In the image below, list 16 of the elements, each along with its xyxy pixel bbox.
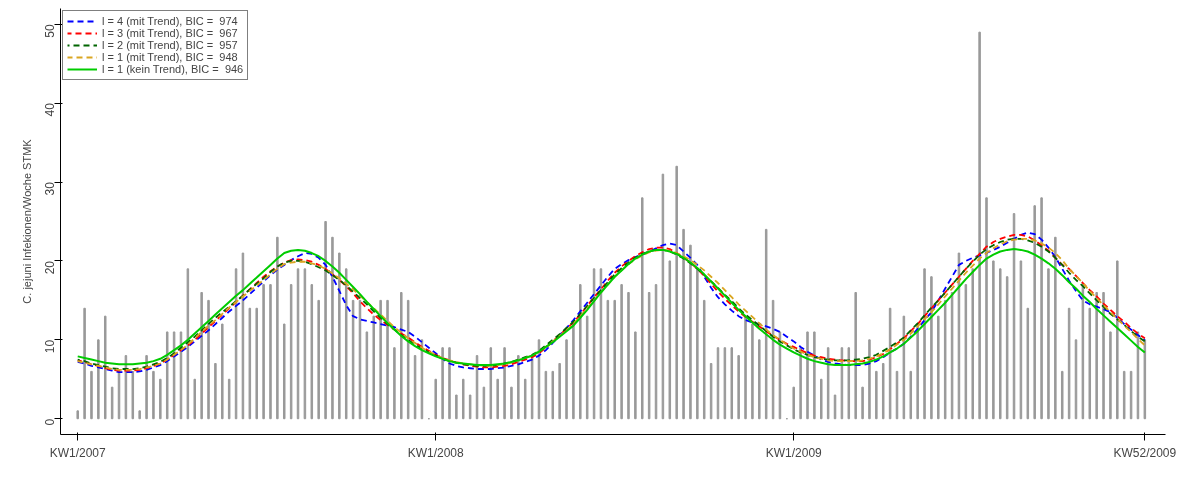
legend-label: l = 4 (mit Trend), BIC = 974 <box>102 15 238 27</box>
y-tick-label: 40 <box>43 102 57 117</box>
y-tick-label: 10 <box>43 339 57 354</box>
x-tick-label: KW1/2009 <box>765 445 823 460</box>
y-tick-label: 50 <box>43 23 57 38</box>
y-tick-label: 0 <box>43 418 57 426</box>
y-tick-label: 20 <box>43 260 57 275</box>
y-tick-label: 30 <box>43 181 57 196</box>
legend-label: l = 2 (mit Trend), BIC = 957 <box>102 39 238 51</box>
y-axis-title: C. jejuni Infekionen/Woche STMK <box>20 138 33 304</box>
x-tick-label: KW52/2009 <box>1113 445 1177 460</box>
x-tick-label: KW1/2007 <box>49 445 107 460</box>
legend-label: l = 3 (mit Trend), BIC = 967 <box>102 27 238 39</box>
legend-label: l = 1 (mit Trend), BIC = 948 <box>102 51 238 63</box>
x-tick-label: KW1/2008 <box>407 445 465 460</box>
legend-label: l = 1 (kein Trend), BIC = 946 <box>102 63 244 75</box>
